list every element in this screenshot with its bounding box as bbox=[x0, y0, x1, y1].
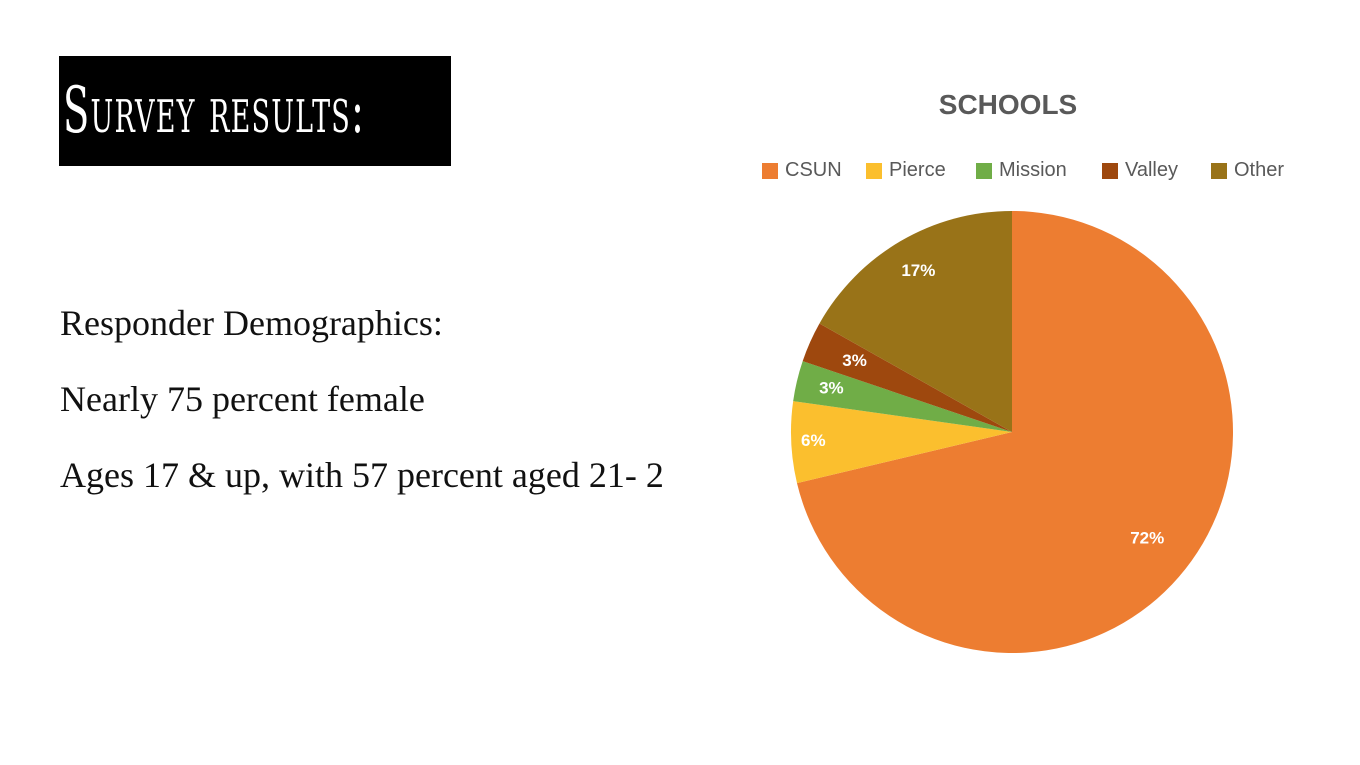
pie-slice-other bbox=[819, 211, 1012, 432]
pie-slice-valley bbox=[802, 323, 1012, 432]
legend-swatch-valley bbox=[1102, 162, 1118, 179]
legend-item-other: Other bbox=[1211, 159, 1284, 182]
legend-swatch-mission bbox=[976, 162, 992, 179]
data-label-csun: 72% bbox=[1130, 528, 1164, 547]
data-label-pierce: 6% bbox=[801, 431, 826, 450]
legend-label-mission: Mission bbox=[999, 159, 1067, 181]
legend-item-csun: CSUN bbox=[762, 159, 842, 182]
legend-label-pierce: Pierce bbox=[889, 159, 946, 181]
legend-swatch-csun bbox=[762, 162, 778, 179]
slide-title-box: Survey results: bbox=[59, 56, 451, 166]
data-label-other: 17% bbox=[901, 261, 935, 280]
pie-slice-pierce bbox=[791, 401, 1012, 484]
bullet-female: Nearly 75 percent female bbox=[60, 379, 425, 419]
bullet-ages: Ages 17 & up, with 57 percent aged 21- 2 bbox=[60, 455, 664, 495]
pie-slice-csun bbox=[796, 211, 1233, 653]
legend-label-other: Other bbox=[1234, 159, 1285, 181]
pie-slice-mission bbox=[793, 361, 1012, 432]
legend-label-valley: Valley bbox=[1125, 159, 1178, 181]
data-label-valley: 3% bbox=[842, 351, 867, 370]
legend-item-pierce: Pierce bbox=[866, 159, 946, 182]
chart-title: SCHOOLS bbox=[938, 89, 1078, 120]
legend-label-csun: CSUN bbox=[785, 159, 842, 181]
data-label-mission: 3% bbox=[819, 379, 844, 398]
bullet-demographics-heading: Responder Demographics: bbox=[60, 303, 443, 343]
slide-title: Survey results: bbox=[63, 74, 366, 148]
pie-chart: 72% 6% 3% 3% 17% bbox=[791, 211, 1233, 653]
legend-item-mission: Mission bbox=[976, 159, 1067, 182]
legend-item-valley: Valley bbox=[1102, 159, 1178, 182]
legend-swatch-other bbox=[1211, 162, 1227, 179]
legend-swatch-pierce bbox=[866, 162, 882, 179]
